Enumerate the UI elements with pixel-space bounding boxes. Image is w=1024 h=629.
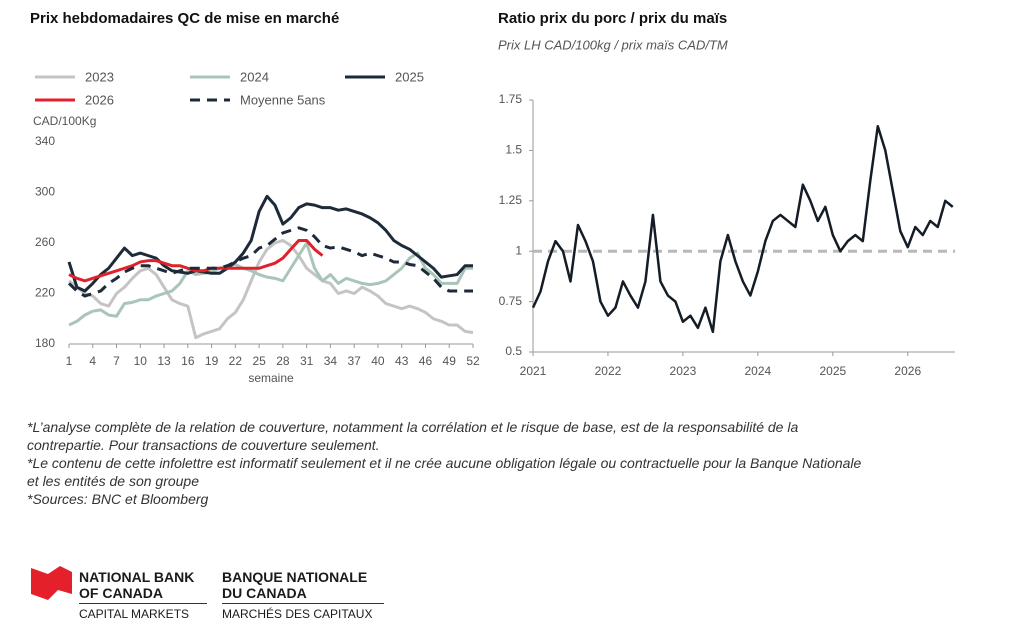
x-tick-label: 2026 [894, 364, 921, 378]
series-line [68, 238, 474, 340]
x-tick-label: 10 [134, 354, 148, 368]
y-tick-label: 260 [35, 235, 55, 249]
y-axis-label: CAD/100Kg [33, 114, 96, 128]
y-tick-label: 0.75 [499, 294, 523, 308]
y-tick-label: 1.5 [505, 143, 522, 157]
y-tick-label: 1.75 [499, 92, 523, 106]
x-tick-label: 46 [419, 354, 433, 368]
x-tick-label: 2023 [670, 364, 697, 378]
x-tick-label: 4 [89, 354, 96, 368]
x-tick-label: 7 [113, 354, 120, 368]
logo-division: MARCHÉS DES CAPITAUX [222, 607, 373, 621]
x-tick-label: 37 [347, 354, 361, 368]
note: *Sources: BNC et Bloomberg [27, 491, 209, 507]
y-tick-label: 0.5 [505, 344, 522, 358]
logo-line: OF CANADA [79, 585, 163, 601]
series-line [67, 194, 473, 293]
y-tick-label: 340 [35, 134, 55, 148]
x-tick-label: 2025 [819, 364, 846, 378]
x-tick-label: 43 [395, 354, 409, 368]
x-tick-label: 1 [66, 354, 73, 368]
logo-line: DU CANADA [222, 585, 307, 601]
chart-subtitle: Prix LH CAD/100kg / prix maïs CAD/TM [498, 37, 728, 52]
note: *L’analyse complète de la relation de co… [27, 419, 799, 453]
legend-label: 2026 [85, 92, 114, 107]
x-tick-label: 52 [466, 354, 480, 368]
series-line [67, 226, 473, 298]
logo-division: CAPITAL MARKETS [79, 607, 190, 621]
charts: Prix hebdomadaires QC de mise en marché … [30, 10, 955, 385]
x-tick-label: 13 [157, 354, 171, 368]
x-tick-label: 2024 [745, 364, 772, 378]
x-tick-label: 16 [181, 354, 195, 368]
logo-name: NATIONAL BANK OF CANADA [79, 569, 194, 601]
note: *Le contenu de cette infolettre est info… [27, 455, 862, 489]
x-tick-label: 25 [252, 354, 266, 368]
x-tick-label: 2021 [520, 364, 547, 378]
x-axis-label: semaine [248, 371, 294, 385]
logo-flag [31, 566, 72, 600]
x-tick-label: 40 [371, 354, 385, 368]
y-tick-label: 1 [515, 243, 522, 257]
logo-rule [79, 603, 207, 604]
y-tick-label: 300 [35, 185, 55, 199]
series-line [68, 238, 324, 283]
logo-rule [222, 603, 384, 604]
legend-label: 2024 [240, 69, 269, 84]
y-tick-label: 220 [35, 286, 55, 300]
x-tick-label: 22 [229, 354, 243, 368]
x-tick-label: 28 [276, 354, 290, 368]
logo-line: NATIONAL BANK [79, 569, 195, 585]
series-line [68, 241, 473, 327]
legend-label: 2023 [85, 69, 114, 84]
x-tick-label: 31 [300, 354, 314, 368]
logo-line: BANQUE NATIONALE [222, 569, 368, 585]
series-line [531, 124, 954, 334]
x-tick-label: 19 [205, 354, 219, 368]
y-tick-label: 180 [35, 336, 55, 350]
x-tick-label: 49 [443, 354, 457, 368]
legend-label: 2025 [395, 69, 424, 84]
x-tick-label: 2022 [595, 364, 622, 378]
legend-label: Moyenne 5ans [240, 92, 326, 107]
y-tick-label: 1.25 [499, 193, 523, 207]
logo-name: BANQUE NATIONALE DU CANADA [222, 569, 367, 601]
x-tick-label: 34 [324, 354, 338, 368]
notes: *L’analyse complète de la relation de co… [27, 418, 867, 508]
chart-title: Ratio prix du porc / prix du maïs [498, 10, 727, 27]
logo-icon [31, 566, 72, 600]
chart-title: Prix hebdomadaires QC de mise en marché [30, 10, 339, 27]
